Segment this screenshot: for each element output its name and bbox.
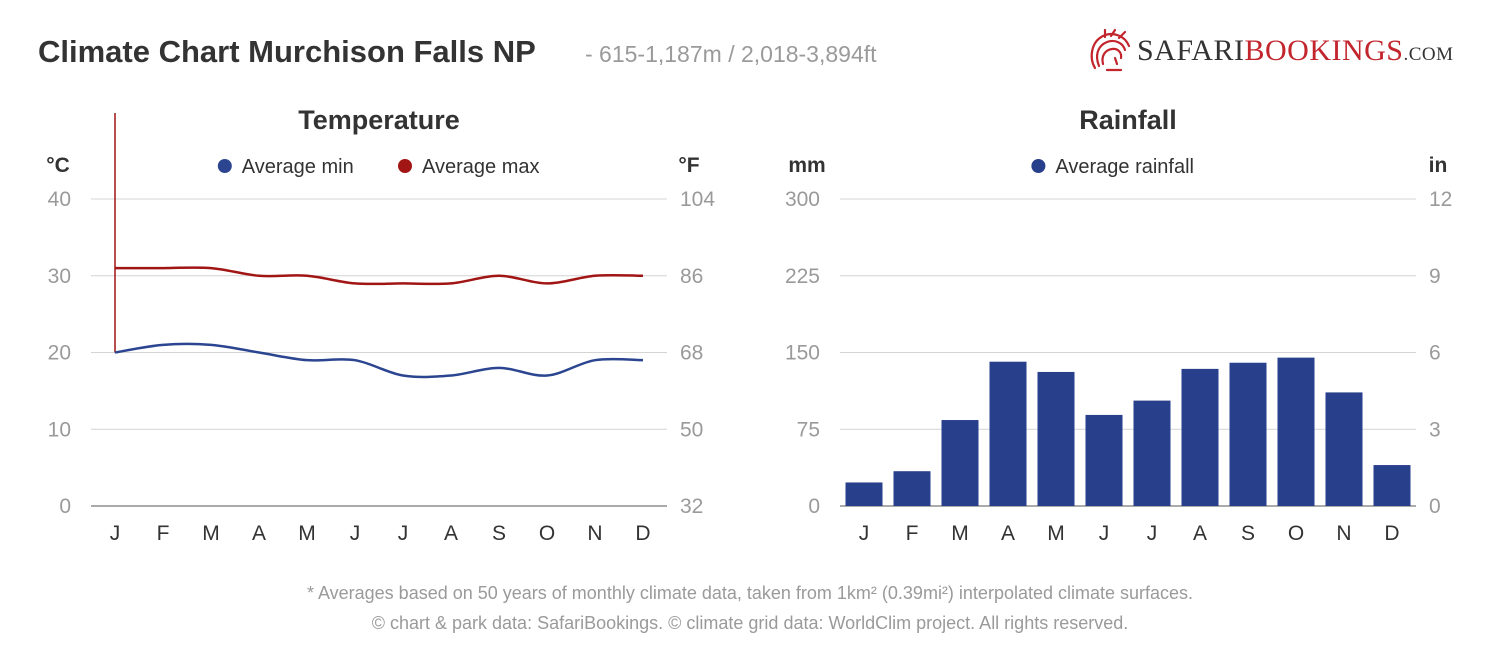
y-right-tick-label: 12 xyxy=(1429,188,1452,211)
bar xyxy=(845,482,883,506)
bar xyxy=(1325,392,1363,506)
brand-name: SAFARIBOOKINGS.COM xyxy=(1137,34,1454,68)
y-left-tick-label: 75 xyxy=(797,418,820,441)
brand-name-part: .COM xyxy=(1403,44,1454,65)
footer: * Averages based on 50 years of monthly … xyxy=(0,578,1500,638)
chart-title: Climate Chart Murchison Falls NP xyxy=(38,34,536,69)
y-left-tick-label: 30 xyxy=(48,265,71,288)
y-left-tick-label: 225 xyxy=(785,265,820,288)
y-left-tick-label: 10 xyxy=(48,418,71,441)
x-tick-label: F xyxy=(157,522,170,545)
y-left-tick-label: 0 xyxy=(59,495,71,518)
y-right-unit: in xyxy=(1429,154,1448,177)
bar xyxy=(1373,465,1411,506)
panel-title: Rainfall xyxy=(1079,105,1177,135)
bar xyxy=(893,471,931,506)
y-left-tick-label: 300 xyxy=(785,188,820,211)
legend-item: Average min xyxy=(217,156,354,178)
x-tick-label: J xyxy=(859,522,870,545)
x-tick-label: A xyxy=(1001,522,1015,545)
y-right-tick-label: 104 xyxy=(680,188,715,211)
brand-logo[interactable]: SAFARIBOOKINGS.COM xyxy=(1085,26,1475,82)
x-tick-label: J xyxy=(350,522,361,545)
y-right-tick-label: 0 xyxy=(1429,495,1441,518)
y-right-tick-label: 50 xyxy=(680,418,703,441)
x-tick-label: M xyxy=(202,522,220,545)
header: Climate Chart Murchison Falls NP - 615-1… xyxy=(0,0,1500,100)
x-tick-label: F xyxy=(906,522,919,545)
legend-label: Average min xyxy=(242,156,354,178)
x-tick-label: M xyxy=(951,522,969,545)
bar xyxy=(1277,357,1315,506)
y-right-tick-label: 68 xyxy=(680,342,703,365)
brand-name-part: BOOKINGS xyxy=(1244,34,1404,67)
panel-title: Temperature xyxy=(298,105,460,135)
x-tick-label: N xyxy=(587,522,602,545)
legend-label: Average rainfall xyxy=(1055,156,1194,178)
x-tick-label: A xyxy=(444,522,458,545)
y-right-tick-label: 32 xyxy=(680,495,703,518)
x-tick-label: M xyxy=(298,522,316,545)
x-tick-label: D xyxy=(635,522,650,545)
legend-marker xyxy=(1031,159,1046,173)
legend-label: Average max xyxy=(422,156,539,178)
y-left-unit: °C xyxy=(46,154,70,177)
bar xyxy=(1085,414,1123,506)
x-tick-label: O xyxy=(539,522,555,545)
y-left-tick-label: 150 xyxy=(785,342,820,365)
footer-copyright: © chart & park data: SafariBookings. © c… xyxy=(371,613,1129,633)
x-tick-label: J xyxy=(110,522,121,545)
brand-name-part: SAFARI xyxy=(1137,34,1245,67)
y-left-tick-label: 0 xyxy=(808,495,820,518)
x-tick-label: J xyxy=(1147,522,1158,545)
x-tick-label: S xyxy=(492,522,506,545)
y-right-tick-label: 3 xyxy=(1429,418,1441,441)
x-tick-label: J xyxy=(398,522,409,545)
legend-marker xyxy=(217,159,232,173)
bar xyxy=(1133,400,1171,506)
bar xyxy=(989,361,1027,506)
y-right-tick-label: 9 xyxy=(1429,265,1441,288)
x-tick-label: A xyxy=(1193,522,1207,545)
x-tick-label: J xyxy=(1099,522,1110,545)
legend-item: Average rainfall xyxy=(1031,156,1194,178)
y-right-tick-label: 6 xyxy=(1429,342,1441,365)
y-right-tick-label: 86 xyxy=(680,265,703,288)
y-left-tick-label: 20 xyxy=(48,342,71,365)
bar xyxy=(1037,371,1075,506)
lion-logo-icon xyxy=(1090,28,1131,72)
y-left-tick-label: 40 xyxy=(48,188,71,211)
y-right-unit: °F xyxy=(678,154,699,177)
x-tick-label: O xyxy=(1288,522,1304,545)
legend-marker xyxy=(398,159,412,173)
bar xyxy=(1229,362,1267,506)
footer-note: * Averages based on 50 years of monthly … xyxy=(306,583,1194,603)
y-left-unit: mm xyxy=(788,154,825,177)
x-tick-label: S xyxy=(1241,522,1255,545)
x-tick-label: N xyxy=(1336,522,1351,545)
x-tick-label: D xyxy=(1384,522,1399,545)
legend-item: Average max xyxy=(398,156,539,178)
x-tick-label: A xyxy=(252,522,266,545)
series-line xyxy=(114,342,644,379)
bar xyxy=(1181,368,1219,506)
x-tick-label: M xyxy=(1047,522,1065,545)
elevation-range: - 615-1,187m / 2,018-3,894ft xyxy=(585,41,877,67)
bar xyxy=(941,420,979,506)
series-line xyxy=(115,266,644,286)
